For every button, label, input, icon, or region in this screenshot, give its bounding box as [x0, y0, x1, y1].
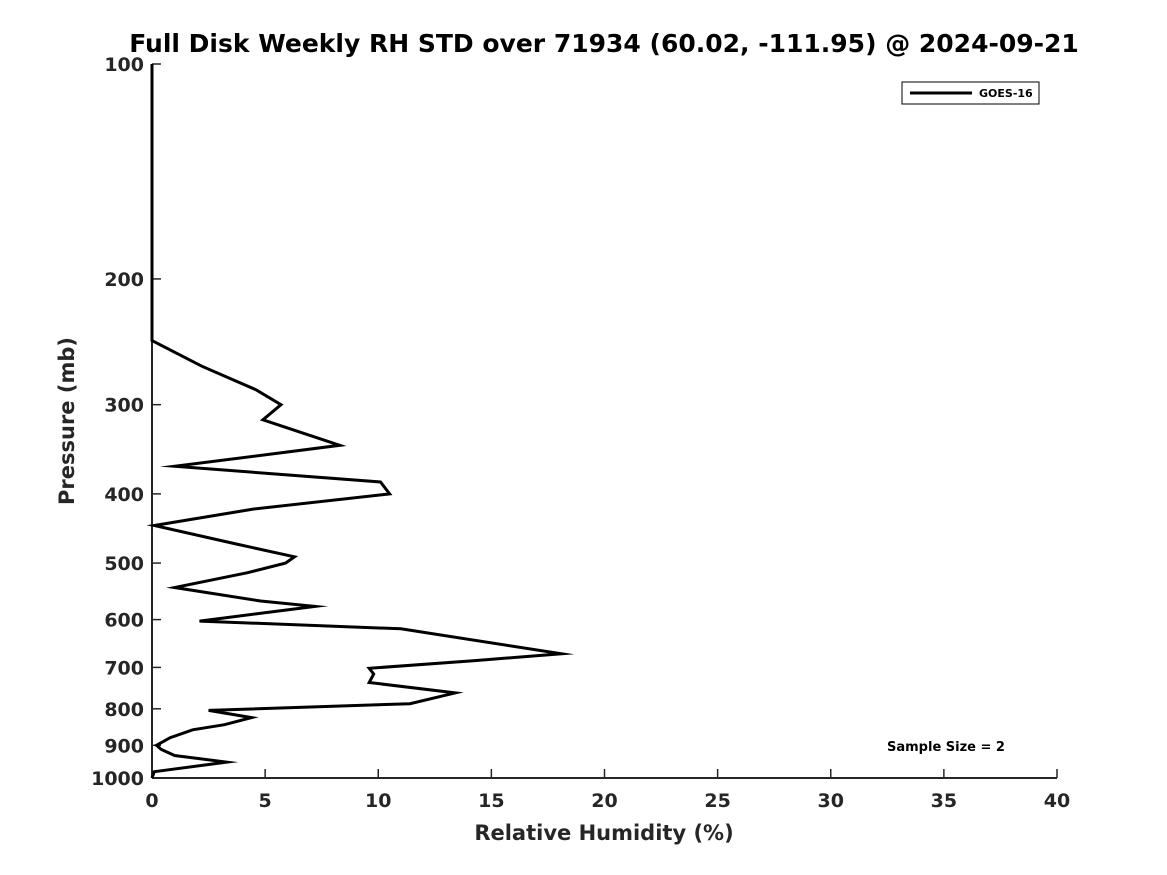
x-ticks: 0 5 10 15 20 25 30 35 40: [145, 769, 1070, 812]
x-axis-label: Relative Humidity (%): [474, 821, 733, 845]
y-tick-label: 100: [104, 54, 144, 76]
x-tick-label: 40: [1044, 790, 1070, 812]
y-tick-label: 900: [104, 735, 144, 757]
y-tick-label: 300: [104, 395, 144, 417]
x-tick-label: 0: [145, 790, 158, 812]
x-tick-label: 30: [818, 790, 844, 812]
plot-area: 0 5 10 15 20 25 30 35 40 100 200 300 400 500 600 700 80…: [91, 54, 1070, 812]
y-tick-label: 1000: [91, 768, 144, 790]
x-tick-label: 35: [931, 790, 957, 812]
y-axis-label: Pressure (mb): [55, 337, 79, 505]
x-tick-label: 15: [478, 790, 504, 812]
x-tick-label: 10: [365, 790, 391, 812]
chart-title: Full Disk Weekly RH STD over 71934 (60.0…: [129, 29, 1079, 58]
y-tick-label: 500: [104, 553, 144, 575]
series-line-goes16: [146, 64, 575, 779]
y-tick-label: 800: [104, 699, 144, 721]
x-tick-label: 20: [591, 790, 617, 812]
y-tick-label: 400: [104, 484, 144, 506]
y-tick-label: 600: [104, 610, 144, 632]
legend: GOES-16: [901, 81, 1040, 105]
sample-size-annotation: Sample Size = 2: [887, 740, 1005, 755]
legend-entry: GOES-16: [979, 87, 1033, 100]
y-tick-label: 700: [104, 657, 144, 679]
y-tick-label: 200: [104, 269, 144, 291]
y-ticks: 100 200 300 400 500 600 700 800 900 1000: [91, 54, 161, 790]
x-tick-label: 25: [704, 790, 730, 812]
x-tick-label: 5: [259, 790, 272, 812]
